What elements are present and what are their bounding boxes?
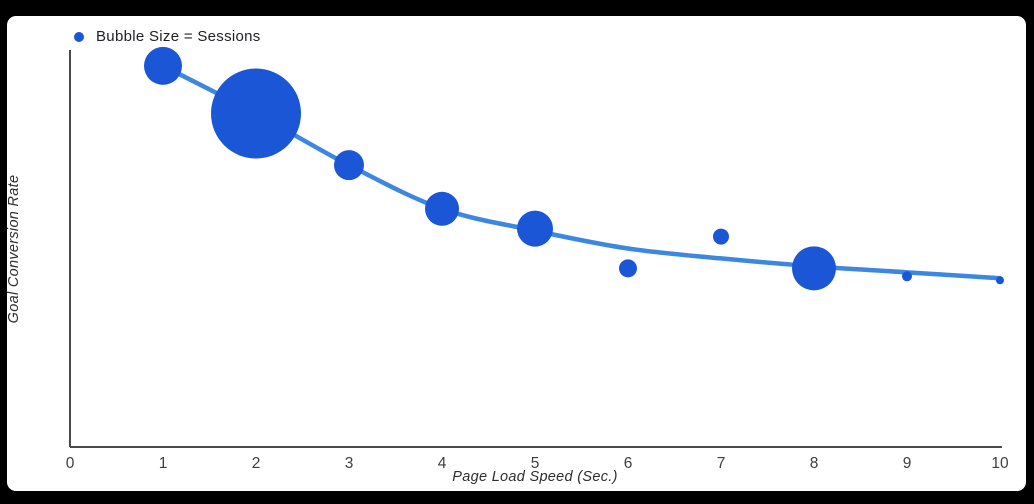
bubble-x9[interactable]	[902, 271, 912, 282]
x-tick-label-0: 0	[66, 455, 75, 472]
x-tick-label-8: 8	[810, 455, 819, 472]
x-tick-label-3: 3	[345, 455, 354, 472]
x-tick-label-1: 1	[159, 455, 168, 472]
y-axis-title: Goal Conversion Rate	[6, 174, 22, 324]
x-tick-label-10: 10	[991, 455, 1009, 472]
x-tick-label-4: 4	[438, 455, 447, 472]
bubble-x3[interactable]	[334, 150, 364, 181]
x-axis-title: Page Load Speed (Sec.)	[452, 469, 618, 485]
chart-card	[7, 16, 1026, 491]
x-tick-label-6: 6	[624, 455, 633, 472]
x-tick-label-2: 2	[252, 455, 261, 472]
bubble-x8[interactable]	[792, 246, 836, 291]
legend-label: Bubble Size = Sessions	[96, 28, 261, 45]
bubble-x5[interactable]	[517, 210, 553, 247]
x-tick-label-7: 7	[717, 455, 726, 472]
bubble-x4[interactable]	[425, 191, 459, 226]
bubble-x6[interactable]	[619, 259, 637, 278]
bubble-x2[interactable]	[211, 68, 301, 159]
bubble-x7[interactable]	[713, 228, 729, 245]
legend-bubble-icon	[74, 31, 84, 42]
x-tick-label-5: 5	[531, 455, 540, 472]
bubble-x10[interactable]	[996, 276, 1004, 285]
bubble-x1[interactable]	[144, 46, 182, 85]
legend: Bubble Size = Sessions	[74, 28, 261, 45]
x-tick-label-9: 9	[903, 455, 912, 472]
